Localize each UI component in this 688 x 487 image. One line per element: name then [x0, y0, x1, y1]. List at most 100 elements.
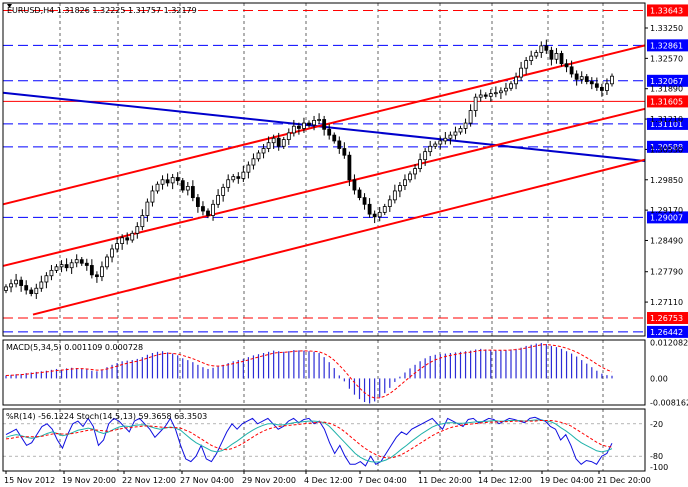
macd-tick-label: -0.008162 [650, 399, 688, 408]
candle-body [4, 286, 8, 291]
candle-body [564, 63, 569, 68]
candle-body [79, 259, 84, 264]
candle-body [231, 176, 236, 181]
y-tick-label: 1.30530 [650, 145, 683, 154]
candle-body [504, 87, 508, 92]
candle-body [175, 177, 180, 182]
candle-body [281, 139, 286, 147]
candle-body [488, 93, 493, 97]
x-tick-label: 29 Nov 20:00 [242, 476, 296, 485]
candle-body [276, 137, 281, 147]
candle-body [498, 90, 503, 94]
candle-body [160, 179, 165, 185]
candle-body [559, 53, 564, 65]
channel-line [32, 158, 646, 316]
candle-body [529, 55, 534, 61]
candle-body [423, 151, 428, 161]
y-tick-label: 1.28490 [650, 236, 683, 245]
candle-body [296, 125, 301, 129]
stoch-tick-label: -100 [650, 463, 668, 472]
macd-signal-line [5, 344, 613, 399]
candle-body [29, 289, 34, 294]
stoch-signal-line [5, 420, 613, 459]
level-price-box [647, 312, 688, 325]
candle-body [155, 183, 160, 192]
candle-body [514, 76, 518, 85]
candle-body [317, 119, 322, 121]
candle-body [443, 137, 448, 142]
level-price-label: 1.31605 [650, 97, 683, 106]
candle-body [403, 179, 407, 186]
candle-body [145, 201, 150, 216]
candle-body [195, 197, 200, 207]
level-price-box [647, 95, 688, 108]
level-price-box [647, 39, 688, 52]
candle-body [433, 143, 438, 147]
x-tick-label: 19 Nov 20:00 [62, 476, 116, 485]
y-tick-label: 1.31890 [650, 85, 683, 94]
candle-body [19, 279, 24, 286]
candle-body [261, 148, 266, 154]
candle-body [509, 83, 513, 89]
level-price-label: 1.32861 [650, 41, 683, 50]
macd-panel-frame [2, 339, 646, 406]
candle-body [286, 132, 291, 140]
candle-body [347, 154, 352, 181]
candle-body [251, 158, 256, 166]
candle-body [24, 285, 29, 291]
level-price-label: 1.26442 [650, 328, 683, 337]
candle-body [165, 179, 170, 184]
candle-body [236, 176, 241, 179]
candle-body [337, 140, 342, 149]
candle-body [49, 269, 54, 277]
stoch-tick-label: -80 [650, 452, 663, 461]
level-price-label: 1.29007 [650, 213, 683, 222]
level-price-box [647, 325, 688, 338]
y-tick-label: 1.32570 [650, 54, 683, 63]
level-price-label: 1.30588 [650, 143, 683, 152]
candle-body [201, 206, 205, 212]
main-panel-frame [2, 2, 646, 337]
candle-body [478, 94, 483, 98]
candle-body [216, 194, 221, 205]
candle-body [574, 73, 579, 80]
candle-body [64, 264, 69, 269]
level-price-label: 1.26753 [650, 314, 683, 323]
candle-body [549, 49, 554, 60]
candle-body [544, 45, 549, 51]
candle-body [190, 186, 195, 199]
candle-body [34, 287, 39, 294]
candle-body [534, 52, 539, 57]
candle-body [59, 264, 64, 268]
candle-body [130, 232, 135, 241]
candle-body [397, 185, 402, 192]
chart-header: EURUSD,H4 1.31826 1.32225 1.31757 1.3217… [7, 6, 197, 15]
candle-body [185, 186, 190, 191]
candle-body [483, 94, 488, 97]
level-price-label: 1.31101 [650, 120, 683, 129]
channel-line [2, 107, 646, 267]
candle-body [271, 137, 276, 144]
candle-body [584, 76, 589, 82]
candle-body [377, 211, 382, 218]
candle-body [120, 237, 125, 244]
williams-r-line [5, 416, 613, 467]
candle-body [357, 189, 362, 199]
candle-body [84, 262, 89, 266]
candle-body [226, 179, 231, 188]
candle-body [463, 122, 468, 129]
candle-body [312, 119, 316, 126]
y-tick-label: 1.27790 [650, 268, 683, 277]
candle-body [453, 131, 458, 136]
candle-body [307, 122, 311, 126]
stoch-label: %R(14) -56.1224 Stoch(14,5,13) 59.3658 6… [6, 412, 207, 421]
stoch-main-line [5, 419, 613, 463]
candle-body [95, 274, 99, 278]
level-price-box [647, 140, 688, 153]
x-tick-label: 11 Dec 20:00 [418, 476, 472, 485]
candle-body [206, 210, 210, 216]
candle-body [125, 237, 130, 241]
candle-body [372, 213, 377, 218]
